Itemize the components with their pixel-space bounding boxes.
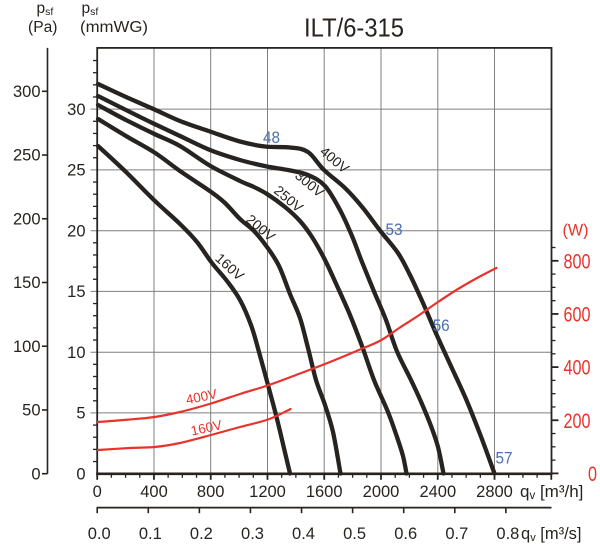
svg-text:0: 0: [588, 463, 597, 486]
svg-text:800: 800: [197, 483, 225, 501]
svg-text:300: 300: [13, 83, 41, 101]
svg-text:(W): (W): [563, 222, 589, 240]
svg-text:25: 25: [67, 162, 85, 180]
svg-text:0.3: 0.3: [241, 525, 264, 543]
svg-text:5: 5: [76, 405, 85, 423]
svg-text:15: 15: [67, 283, 85, 301]
svg-text:200: 200: [13, 211, 41, 229]
svg-text:(Pa): (Pa): [28, 19, 58, 36]
svg-text:53: 53: [386, 220, 403, 239]
svg-text:0.0: 0.0: [88, 525, 111, 543]
svg-text:600: 600: [564, 303, 591, 326]
svg-text:100: 100: [13, 338, 41, 356]
svg-text:2000: 2000: [363, 483, 400, 501]
svg-text:30: 30: [67, 101, 85, 119]
svg-text:10: 10: [67, 344, 85, 362]
svg-text:2400: 2400: [419, 483, 456, 501]
svg-text:0.5: 0.5: [343, 525, 366, 543]
svg-text:0.8: 0.8: [496, 525, 519, 543]
svg-text:0: 0: [76, 465, 85, 483]
svg-text:48: 48: [263, 128, 280, 147]
svg-text:57: 57: [496, 448, 513, 467]
svg-text:56: 56: [433, 316, 450, 335]
svg-text:qv [m³/s]: qv [m³/s]: [521, 525, 582, 544]
svg-text:200: 200: [564, 410, 591, 433]
svg-text:1600: 1600: [306, 483, 343, 501]
svg-text:0: 0: [93, 483, 102, 501]
svg-text:0.4: 0.4: [292, 525, 315, 543]
svg-text:400: 400: [140, 483, 168, 501]
svg-text:0.2: 0.2: [190, 525, 213, 543]
svg-text:400V: 400V: [184, 386, 218, 407]
svg-text:0: 0: [31, 465, 40, 483]
svg-text:150: 150: [13, 274, 41, 292]
svg-text:250: 250: [13, 147, 41, 165]
svg-text:0.7: 0.7: [445, 525, 468, 543]
svg-text:160V: 160V: [189, 417, 223, 438]
svg-text:400: 400: [564, 357, 591, 380]
svg-text:0.1: 0.1: [139, 525, 162, 543]
svg-text:2800: 2800: [476, 483, 513, 501]
svg-text:qv [m³/h]: qv [m³/h]: [520, 482, 583, 502]
svg-text:1200: 1200: [249, 483, 286, 501]
svg-text:0.6: 0.6: [394, 525, 417, 543]
svg-text:800: 800: [564, 250, 591, 273]
svg-text:20: 20: [67, 222, 85, 240]
svg-text:(mmWG): (mmWG): [80, 19, 148, 36]
svg-text:50: 50: [22, 402, 40, 420]
svg-text:ILT/6-315: ILT/6-315: [304, 13, 404, 43]
